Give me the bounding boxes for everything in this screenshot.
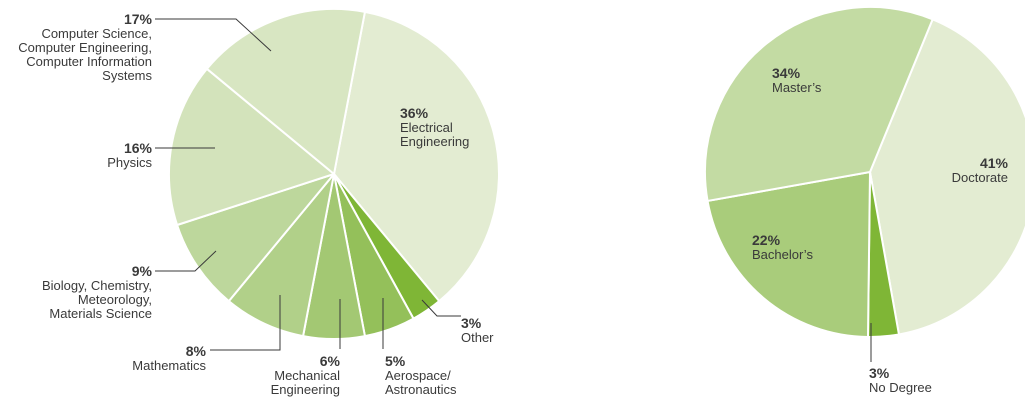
slice-label-master-s: 34%Master’s [772,65,822,95]
slice-label-computer-science-computer-engineering-computer-information-systems: 17%Computer Science,Computer Engineering… [18,11,272,83]
leader-line [155,250,217,272]
pie-slice-computer-science-computer-engineering-computer-information-systems [205,7,366,175]
slice-label-aerospace-astronautics: 5%Aerospace/Astronautics [382,298,457,397]
slice-percentage: 16% [124,140,153,156]
slice-percentage: 6% [320,353,341,369]
pie-slice-physics [168,67,335,226]
pie-slice-biology-chemistry-meteorology-materials-science [176,173,335,303]
slice-label-physics: 16%Physics [107,140,215,170]
slice-category-label: Bachelor’s [752,247,813,262]
slice-category-label: Other [461,330,494,345]
slice-category-label: Computer Engineering, [18,40,152,55]
pie-slice-master-s [704,6,934,202]
slice-percentage: 17% [124,11,153,27]
slice-category-label: Biology, Chemistry, [42,278,152,293]
slice-category-label: Master’s [772,80,822,95]
slice-category-label: Computer Information [26,54,152,69]
slice-percentage: 3% [461,315,482,331]
slice-label-other: 3%Other [421,299,494,345]
leader-line [155,18,272,52]
slice-label-bachelor-s: 22%Bachelor’s [752,232,813,262]
slice-percentage: 8% [186,343,207,359]
slice-label-biology-chemistry-meteorology-materials-science: 9%Biology, Chemistry,Meteorology,Materia… [42,250,217,321]
slice-category-label: Computer Science, [41,26,152,41]
slice-category-label: Electrical [400,120,453,135]
slice-category-label: Aerospace/ [385,368,451,383]
pie-slice-electrical-engineering [333,10,500,303]
slice-percentage: 36% [400,105,429,121]
slice-label-mathematics: 8%Mathematics [132,295,281,373]
slice-category-label: Doctorate [952,170,1008,185]
leader-line [210,295,281,351]
slice-percentage: 5% [385,353,406,369]
slice-category-label: Physics [107,155,152,170]
slice-percentage: 9% [132,263,153,279]
slice-percentage: 3% [869,365,890,381]
slice-label-doctorate: 41%Doctorate [952,155,1009,185]
slice-percentage: 22% [752,232,781,248]
pie-slice-doctorate [869,18,1025,336]
slice-category-label: Engineering [400,134,469,149]
slice-category-label: Engineering [271,382,340,397]
slice-percentage: 34% [772,65,801,81]
slice-category-label: Astronautics [385,382,457,397]
slice-category-label: Materials Science [49,306,152,321]
pie-chart-degrees: 41%Doctorate 3%No Degree 22%Bachelor’s 34%M… [704,6,1025,395]
slice-category-label: Mechanical [274,368,340,383]
slice-category-label: Mathematics [132,358,206,373]
slice-category-label: No Degree [869,380,932,395]
pie-slice-bachelor-s [706,171,871,338]
slice-percentage: 41% [980,155,1009,171]
pie-chart-majors: 36%ElectricalEngineering3%Other5%Aerospa… [18,7,500,397]
slice-label-no-degree: 3%No Degree [869,323,932,395]
slice-category-label: Systems [102,68,152,83]
leader-line [421,299,461,317]
slice-category-label: Meteorology, [78,292,152,307]
